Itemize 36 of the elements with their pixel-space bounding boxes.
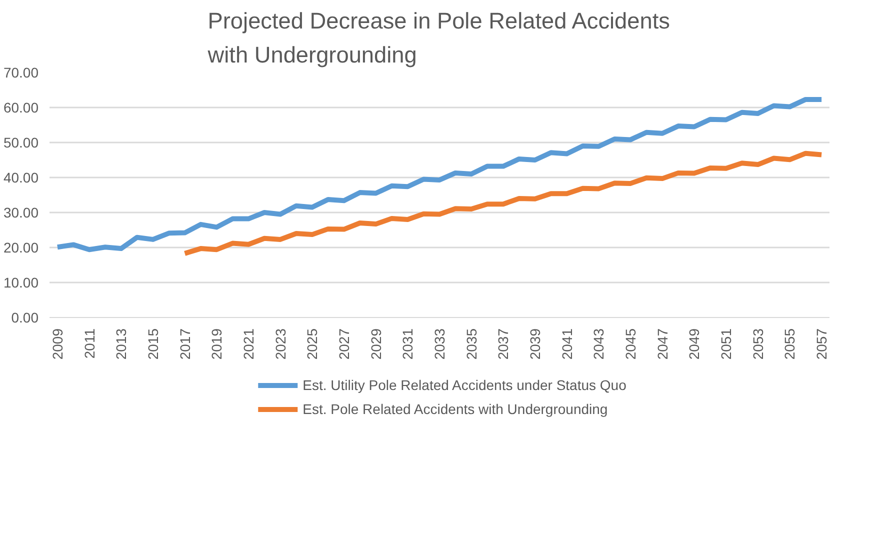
- y-tick-label: 50.00: [3, 134, 39, 150]
- y-tick-label: 30.00: [3, 204, 39, 220]
- x-tick-label: 2013: [113, 328, 130, 360]
- x-tick-label: 2027: [336, 328, 352, 360]
- x-tick-label: 2049: [686, 328, 702, 360]
- x-tick-label: 2035: [463, 328, 480, 360]
- x-tick-label: 2019: [208, 328, 225, 360]
- x-tick-label: 2051: [718, 328, 734, 360]
- x-tick-label: 2055: [782, 328, 798, 360]
- y-tick-label: 10.00: [3, 274, 39, 290]
- x-tick-label: 2039: [527, 328, 544, 360]
- chart-title: Projected Decrease in Pole Related Accidents with Undergrounding: [206, 8, 670, 68]
- x-tick-label: 2047: [654, 328, 670, 360]
- x-tick-label: 2029: [368, 328, 384, 360]
- legend-label: Est. Pole Related Accidents with Undergrounding: [302, 401, 608, 417]
- x-tick-label: 2033: [432, 328, 448, 360]
- x-tick-label: 2041: [558, 328, 575, 360]
- x-tick-label: 2023: [272, 328, 288, 360]
- x-tick-label: 2009: [49, 328, 66, 360]
- x-tick-label: 2011: [81, 328, 98, 359]
- x-tick-label: 2053: [750, 328, 766, 360]
- y-tick-label: 40.00: [3, 170, 39, 186]
- x-tick-label: 2021: [240, 328, 256, 360]
- x-tick-label: 2037: [495, 328, 512, 360]
- y-tick-label: 0.00: [11, 310, 39, 326]
- x-tick-label: 2025: [304, 328, 320, 360]
- x-tick-label: 2031: [400, 328, 416, 360]
- x-tick-label: 2017: [176, 328, 193, 360]
- y-tick-label: 60.00: [3, 100, 39, 116]
- x-tick-label: 2057: [814, 328, 830, 360]
- x-tick-label: 2045: [622, 328, 639, 360]
- y-tick-label: 20.00: [3, 240, 39, 256]
- x-tick-label: 2015: [144, 328, 161, 360]
- y-tick-label: 70.00: [3, 64, 39, 80]
- x-tick-label: 2043: [590, 328, 607, 360]
- legend-label: Est. Utility Pole Related Accidents under Status Quo: [302, 377, 626, 393]
